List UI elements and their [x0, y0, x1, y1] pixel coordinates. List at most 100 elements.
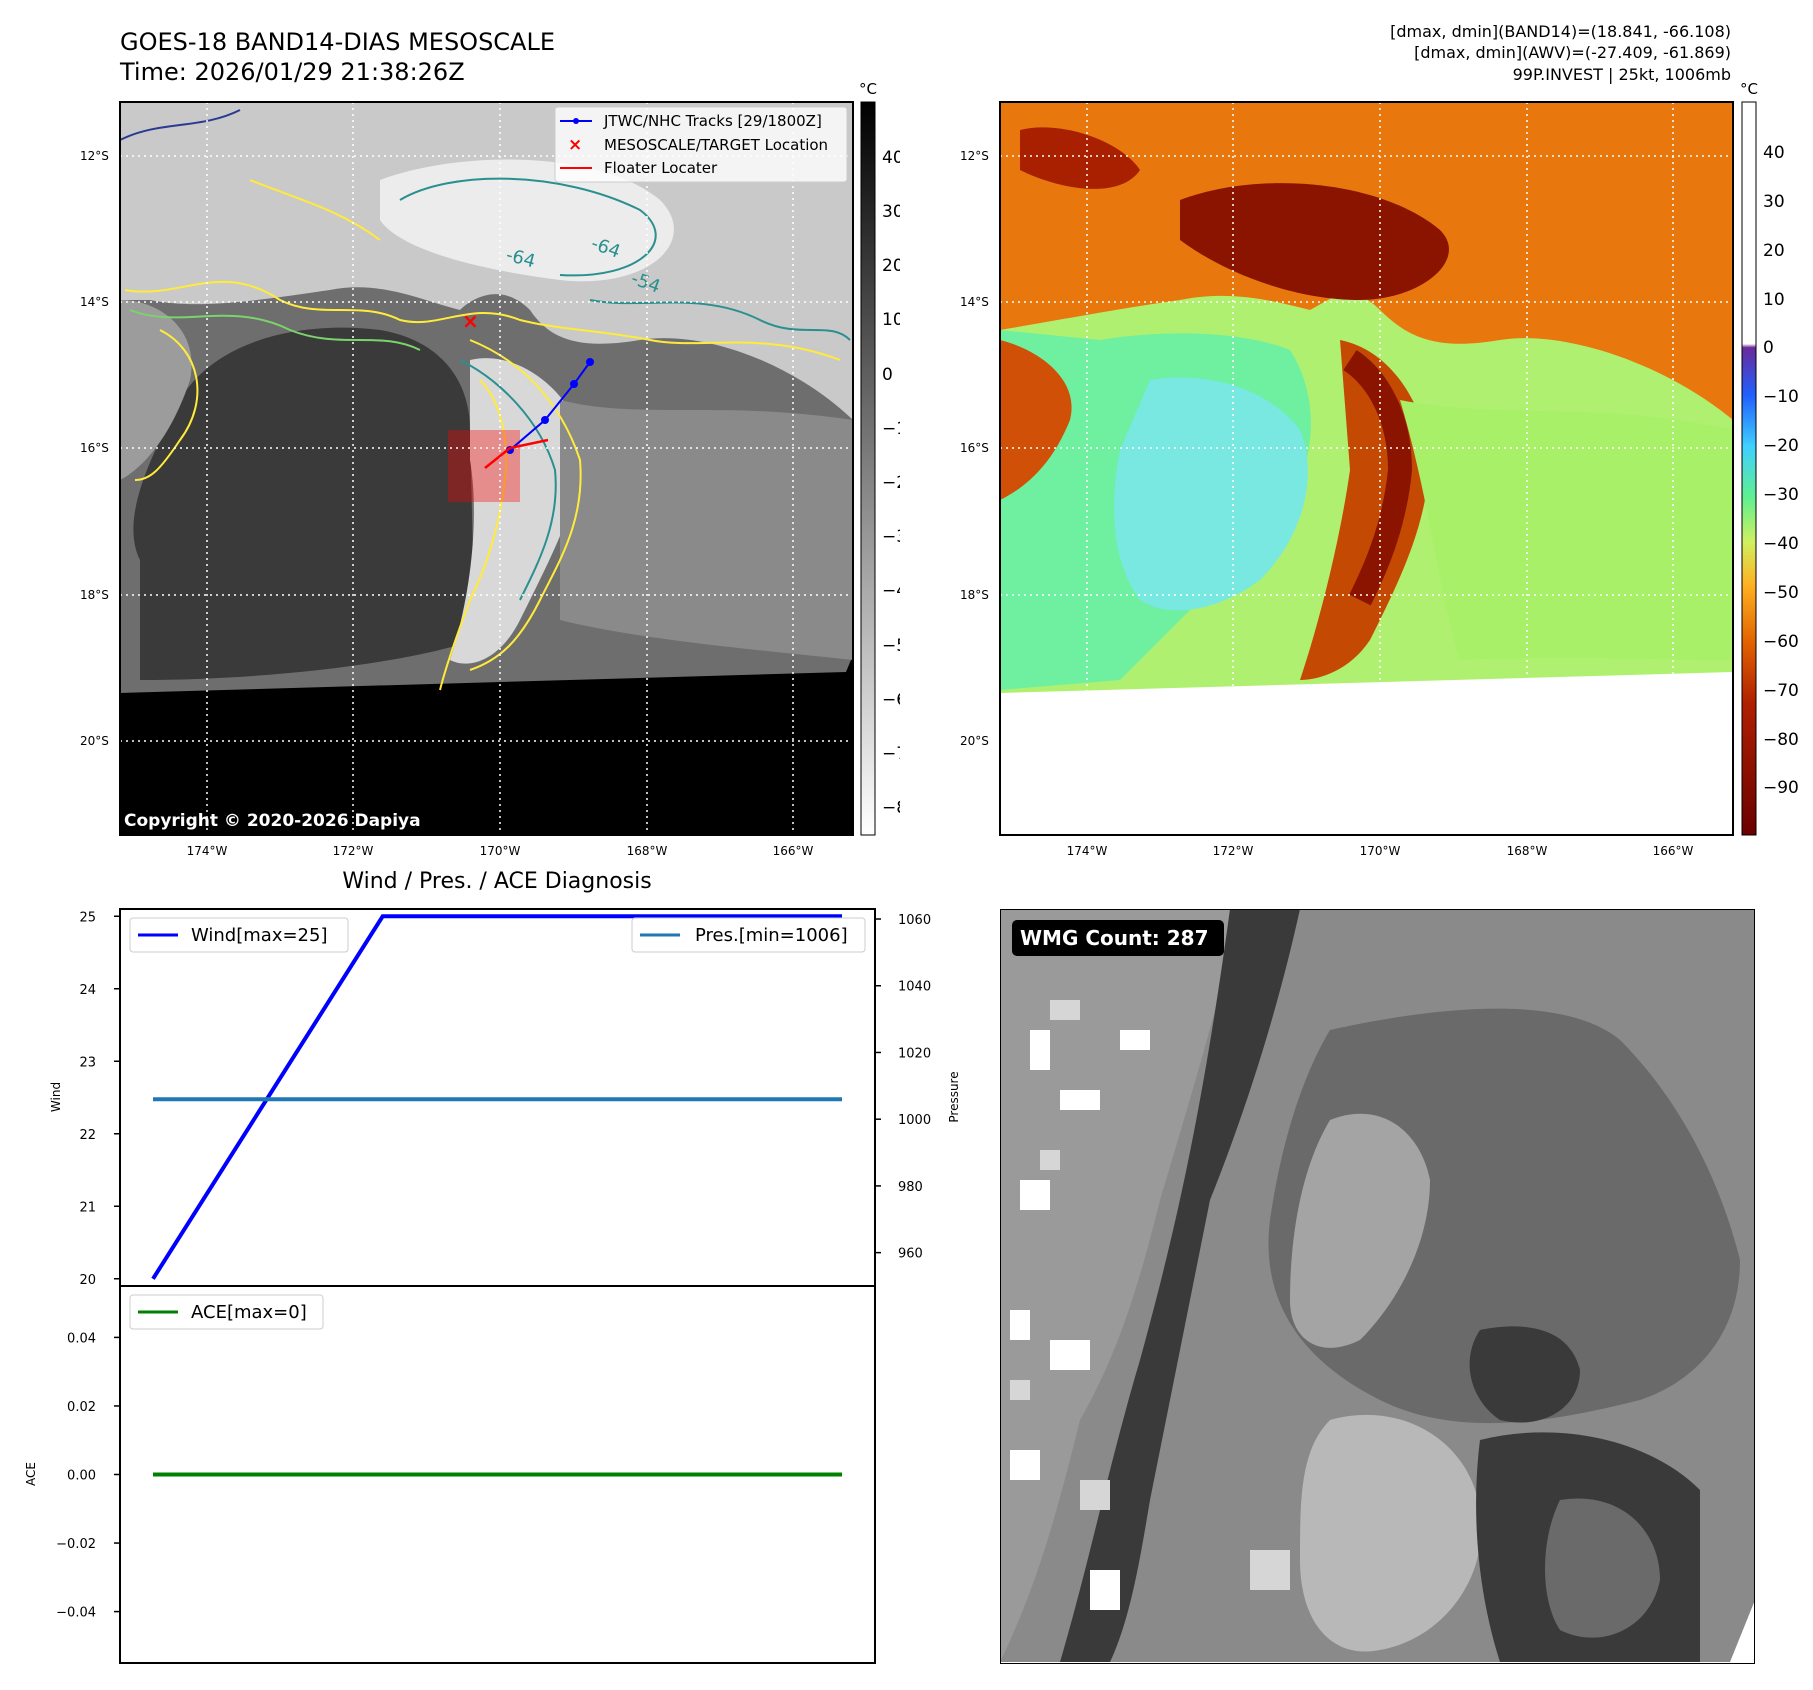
svg-text:10: 10	[882, 310, 900, 330]
svg-text:−40: −40	[1763, 534, 1799, 554]
target-marker: ×	[462, 309, 479, 333]
svg-text:12°S: 12°S	[960, 149, 989, 163]
svg-text:−20: −20	[882, 473, 900, 493]
svg-text:°C: °C	[1740, 80, 1758, 98]
pressure-tick-label: 960	[898, 1247, 923, 1262]
svg-text:20: 20	[1763, 241, 1785, 261]
svg-text:30: 30	[1763, 192, 1785, 212]
floater-track-line	[484, 438, 549, 469]
legend-jtwc: JTWC/NHC Tracks [29/1800Z]	[603, 112, 822, 130]
svg-text:30: 30	[882, 202, 900, 222]
svg-text:174°W: 174°W	[187, 844, 228, 858]
svg-text:Pres.[min=1006]: Pres.[min=1006]	[695, 925, 848, 946]
stats-line-2: [dmax, dmin](AWV)=(-27.409, -61.869)	[1414, 43, 1731, 62]
ir-gridlines	[120, 102, 853, 835]
svg-text:−10: −10	[882, 419, 900, 439]
svg-text:20°S: 20°S	[960, 734, 989, 748]
svg-text:168°W: 168°W	[1507, 844, 1548, 858]
svg-text:16°S: 16°S	[960, 441, 989, 455]
color-map-panel: 12°S 14°S 16°S 18°S 20°S 174°W 172°W 170…	[960, 80, 1799, 858]
svg-text:−10: −10	[1763, 387, 1799, 407]
wind-legend: Wind[max=25]	[129, 917, 349, 953]
svg-text:−70: −70	[1763, 681, 1799, 701]
copyright: Copyright © 2020-2026 Dapiya	[124, 811, 421, 831]
svg-text:−90: −90	[1763, 778, 1799, 798]
diagnosis-panel: Wind / Pres. / ACE Diagnosis 25242322212…	[24, 869, 960, 1664]
pressure-tick-label: 1060	[898, 913, 931, 928]
svg-text:166°W: 166°W	[1653, 844, 1694, 858]
svg-text:170°W: 170°W	[480, 844, 521, 858]
svg-text:−40: −40	[882, 581, 900, 601]
pressure-tick-label: 980	[898, 1180, 923, 1195]
stats-line-3: 99P.INVEST | 25kt, 1006mb	[1512, 65, 1731, 84]
svg-text:−30: −30	[882, 527, 900, 547]
svg-text:−60: −60	[882, 690, 900, 710]
ace-tick-label: 0.02	[67, 1400, 96, 1415]
pressure-tick-label: 1040	[898, 980, 931, 995]
svg-text:WMG Count: 287: WMG Count: 287	[1020, 926, 1209, 950]
ace-axis-ticks: 0.04 0.02 0.00 −0.02 −0.04	[56, 1331, 120, 1621]
floater-box	[448, 430, 520, 502]
ir-lon-labels: 174°W 172°W 170°W 168°W 166°W	[187, 844, 814, 858]
ace-tick-label: −0.02	[56, 1537, 96, 1552]
wind-tick-label: 24	[79, 983, 96, 998]
wind-tick-label: 23	[79, 1055, 96, 1070]
wind-axis-ticks: 25 24 23 22 21 20	[79, 910, 120, 1288]
wind-tick-label: 21	[79, 1200, 96, 1215]
pressure-axis-label: Pressure	[947, 1071, 960, 1122]
svg-text:ACE[max=0]: ACE[max=0]	[191, 1302, 307, 1323]
svg-text:−50: −50	[882, 636, 900, 656]
diagnosis-title: Wind / Pres. / ACE Diagnosis	[342, 869, 651, 894]
wmg-count-badge: WMG Count: 287	[1012, 920, 1224, 956]
pressure-tick-label: 1000	[898, 1113, 931, 1128]
svg-text:×: ×	[568, 135, 582, 155]
wind-axis-label: Wind	[49, 1082, 63, 1112]
svg-text:172°W: 172°W	[333, 844, 374, 858]
color-lat-labels: 12°S 14°S 16°S 18°S 20°S	[960, 149, 989, 748]
svg-text:18°S: 18°S	[80, 588, 109, 602]
svg-text:14°S: 14°S	[960, 295, 989, 309]
svg-text:−50: −50	[1763, 583, 1799, 603]
color-gridlines	[1000, 102, 1733, 835]
jtwc-track-line	[509, 361, 591, 451]
ace-tick-label: −0.04	[56, 1606, 96, 1621]
svg-text:0: 0	[882, 365, 893, 385]
color-imagery	[1000, 102, 1733, 835]
svg-text:40: 40	[1763, 143, 1785, 163]
svg-text:12°S: 12°S	[80, 149, 109, 163]
ace-tick-label: 0.00	[67, 1469, 96, 1484]
pressure-tick-label: 1020	[898, 1046, 931, 1061]
pressure-legend: Pres.[min=1006]	[631, 917, 866, 953]
svg-text:Wind[max=25]: Wind[max=25]	[191, 925, 328, 946]
svg-text:−80: −80	[882, 798, 900, 818]
svg-text:10: 10	[1763, 290, 1785, 310]
ace-axis-label: ACE	[24, 1462, 38, 1486]
legend-floater: Floater Locater	[604, 159, 718, 177]
ir-lat-labels: 12°S 14°S 16°S 18°S 20°S	[80, 149, 109, 748]
page-title: GOES-18 BAND14-DIAS MESOSCALE	[120, 28, 556, 56]
svg-text:−30: −30	[1763, 485, 1799, 505]
stats-line-1: [dmax, dmin](BAND14)=(18.841, -66.108)	[1390, 22, 1731, 41]
wind-tick-label: 25	[79, 910, 96, 925]
ace-legend: ACE[max=0]	[129, 1294, 324, 1330]
ir-contours	[119, 109, 851, 691]
wmg-panel: WMG Count: 287	[1000, 909, 1755, 1664]
svg-text:°C: °C	[859, 80, 877, 98]
ace-tick-label: 0.04	[67, 1331, 96, 1346]
wind-tick-label: 22	[79, 1128, 96, 1143]
svg-text:174°W: 174°W	[1067, 844, 1108, 858]
svg-text:20: 20	[882, 256, 900, 276]
ir-legend: JTWC/NHC Tracks [29/1800Z] × MESOSCALE/T…	[554, 106, 848, 183]
svg-text:170°W: 170°W	[1360, 844, 1401, 858]
svg-text:14°S: 14°S	[80, 295, 109, 309]
svg-text:−20: −20	[1763, 436, 1799, 456]
timestamp: Time: 2026/01/29 21:38:26Z	[120, 58, 465, 86]
svg-text:−80: −80	[1763, 730, 1799, 750]
svg-text:0: 0	[1763, 338, 1774, 358]
svg-text:−60: −60	[1763, 632, 1799, 652]
svg-text:168°W: 168°W	[627, 844, 668, 858]
wind-tick-label: 20	[79, 1273, 96, 1288]
svg-text:40: 40	[882, 148, 900, 168]
color-lon-labels: 174°W 172°W 170°W 168°W 166°W	[1067, 844, 1694, 858]
svg-text:18°S: 18°S	[960, 588, 989, 602]
